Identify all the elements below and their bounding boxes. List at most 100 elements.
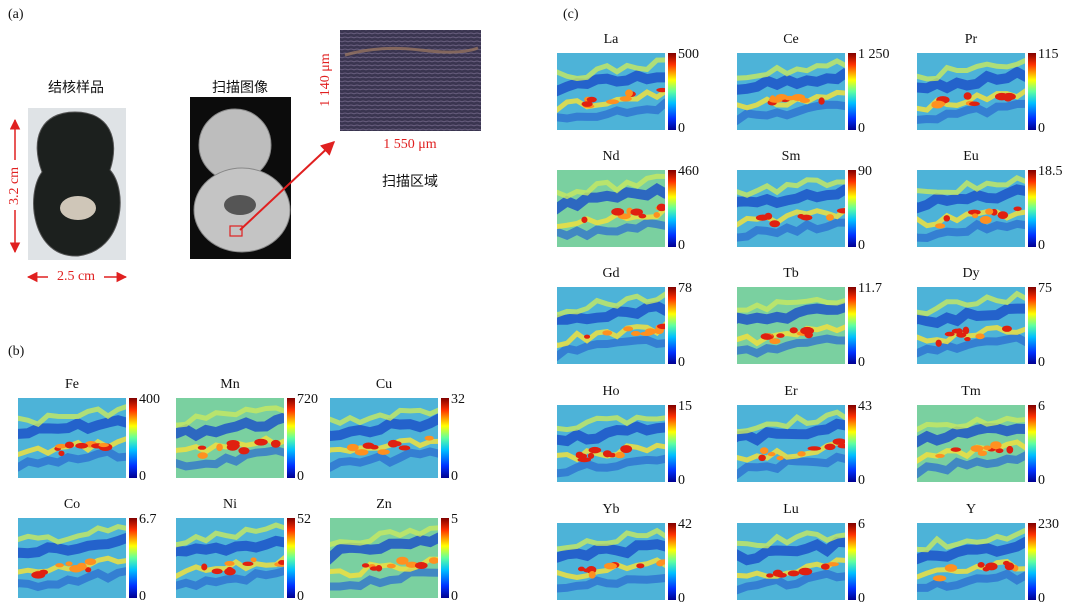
heatmap-spot: [788, 570, 800, 576]
colorbar-max: 5: [451, 512, 458, 527]
heatmap-spot: [769, 338, 780, 344]
panel-label: (a): [8, 7, 24, 22]
heatmap-spot: [238, 447, 249, 454]
heatmap-spot: [1013, 206, 1021, 211]
colorbar-min: 0: [1038, 473, 1045, 488]
colorbar: [848, 287, 856, 364]
heatmap-spot: [936, 340, 942, 347]
heatmap-spot: [620, 445, 632, 453]
heatmap-spot: [935, 454, 945, 458]
heatmap-spot: [656, 88, 669, 92]
colorbar-min: 0: [451, 469, 458, 484]
heatmap: [552, 287, 670, 364]
heatmap-spot: [584, 335, 590, 339]
element-name: Mn: [220, 377, 239, 392]
heatmap-spot: [636, 563, 644, 568]
heatmap: [325, 518, 440, 598]
colorbar-min: 0: [858, 473, 865, 488]
colorbar-max: 230: [1038, 517, 1059, 532]
heatmap-spot: [224, 561, 234, 566]
colorbar: [1028, 170, 1036, 247]
region-title: 扫描区域: [382, 174, 438, 190]
heatmap-spot: [653, 212, 660, 218]
heatmap-spot: [797, 214, 804, 219]
colorbar-max: 78: [678, 281, 692, 296]
heatmap-spot: [964, 92, 972, 99]
heatmap-spot: [798, 568, 812, 576]
colorbar-max: 6: [1038, 399, 1045, 414]
heatmap-spot: [588, 453, 594, 459]
colorbar-min: 0: [1038, 355, 1045, 370]
region-height: 1 140 μm: [318, 53, 333, 107]
scan-title: 扫描图像: [212, 80, 268, 96]
element-name: Eu: [963, 149, 979, 164]
heatmap-spot: [198, 446, 206, 450]
heatmap-spot: [969, 102, 980, 107]
colorbar-min: 0: [678, 121, 685, 136]
region-width: 1 550 μm: [383, 137, 437, 152]
colorbar-max: 720: [297, 392, 318, 407]
heatmap-spot: [399, 445, 411, 450]
heatmap-spot: [212, 568, 223, 574]
element-name: Zn: [376, 497, 392, 512]
colorbar-min: 0: [858, 591, 865, 606]
colorbar: [668, 523, 676, 600]
colorbar: [848, 523, 856, 600]
colorbar: [1028, 523, 1036, 600]
heatmap-spot: [776, 456, 783, 460]
heatmap-spot: [826, 214, 834, 221]
colorbar-min: 0: [678, 591, 685, 606]
element-name: Fe: [65, 377, 79, 392]
heatmap-spot: [611, 208, 624, 216]
element-name: Ni: [223, 497, 237, 512]
colorbar: [848, 170, 856, 247]
panel-label: (c): [563, 7, 579, 22]
colorbar-max: 75: [1038, 281, 1052, 296]
colorbar-max: 400: [139, 392, 160, 407]
heatmap-spot: [758, 455, 766, 462]
heatmap: [325, 398, 440, 478]
heatmap-spot: [77, 563, 87, 571]
element-name: Yb: [602, 502, 619, 517]
heatmap-spot: [838, 444, 850, 449]
heatmap-spot: [602, 330, 612, 335]
colorbar-min: 0: [858, 238, 865, 253]
heatmap-spot: [805, 332, 813, 338]
colorbar-max: 11.7: [858, 281, 882, 296]
heatmap-spot: [1002, 326, 1012, 332]
colorbar-max: 1 250: [858, 47, 890, 62]
colorbar-max: 42: [678, 517, 692, 532]
heatmap: [912, 405, 1027, 482]
colorbar-max: 500: [678, 47, 699, 62]
element-name: Er: [784, 384, 798, 399]
heatmap-spot: [226, 567, 233, 574]
element-name: Tm: [961, 384, 981, 399]
heatmap-spot: [768, 452, 776, 456]
colorbar: [129, 518, 137, 598]
colorbar: [668, 405, 676, 482]
heatmap-spot: [370, 445, 379, 450]
heatmap: [171, 518, 288, 598]
heatmap-spot: [589, 571, 596, 579]
sample-title: 结核样品: [48, 80, 104, 96]
heatmap-spot: [65, 442, 74, 449]
heatmap-spot: [951, 447, 961, 451]
heatmap-spot: [623, 326, 633, 331]
heatmap-spot: [998, 211, 1009, 219]
panel-label: (b): [8, 344, 25, 359]
colorbar-min: 0: [1038, 591, 1045, 606]
element-name: Ho: [602, 384, 619, 399]
element-name: Dy: [962, 266, 979, 281]
colorbar-max: 460: [678, 164, 699, 179]
heatmap: [13, 398, 128, 478]
height-dim: 3.2 cm: [7, 167, 22, 205]
heatmap-spot: [377, 449, 389, 455]
heatmap-spot: [425, 436, 434, 441]
element-name: La: [604, 32, 620, 47]
heatmap-spot: [943, 215, 950, 221]
heatmap-spot: [216, 444, 223, 452]
heatmap-spot: [657, 204, 667, 212]
heatmap-spot: [978, 562, 985, 568]
element-name: Sm: [782, 149, 801, 164]
heatmap: [732, 53, 847, 130]
